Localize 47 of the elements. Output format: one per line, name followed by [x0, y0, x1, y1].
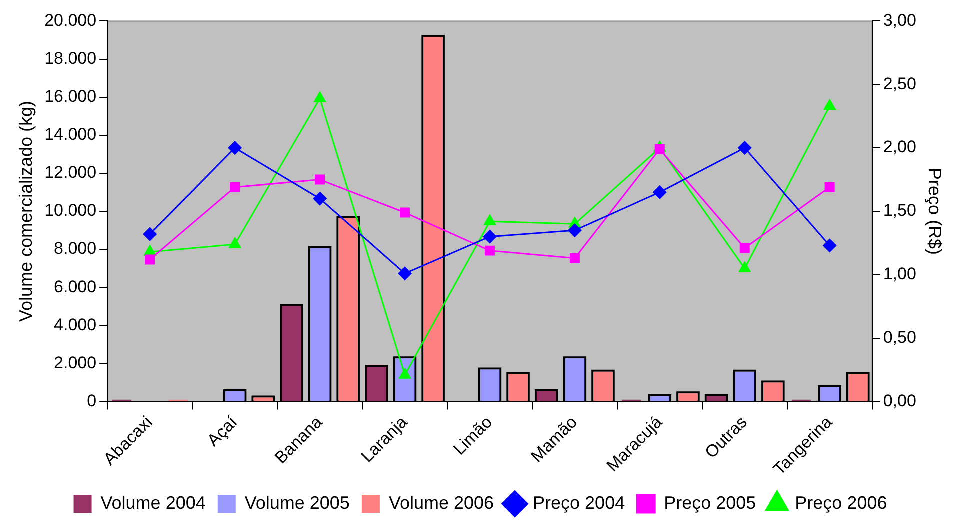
- legend-label: Preço 2006: [795, 492, 888, 513]
- y2-tick-label: 3,00: [883, 10, 916, 30]
- point: [654, 144, 665, 154]
- point: [738, 141, 752, 155]
- point: [740, 243, 750, 254]
- y-tick-label: 20.000: [44, 10, 97, 30]
- point: [823, 238, 837, 252]
- y-tick-label: 4.000: [54, 315, 97, 334]
- y2-tick-label: 2,00: [883, 138, 916, 157]
- y-tick-label: 6.000: [54, 277, 97, 296]
- point: [228, 141, 242, 155]
- y-tick-label: 0: [87, 391, 97, 410]
- y2-tick-label: 1,50: [883, 201, 916, 220]
- point: [145, 254, 156, 265]
- y-tick-label: 18.000: [44, 48, 97, 68]
- point: [400, 208, 410, 218]
- y2-tick-label: 1,00: [883, 264, 916, 284]
- point: [570, 253, 580, 264]
- legend-label: Volume 2004: [100, 492, 206, 513]
- point: [143, 228, 157, 242]
- point: [315, 174, 326, 185]
- legend-label: Volume 2006: [388, 492, 494, 513]
- y-tick-label: 8.000: [54, 239, 97, 258]
- point: [653, 186, 667, 200]
- y-tick-label: 10.000: [44, 201, 97, 220]
- point: [398, 266, 412, 280]
- point: [568, 224, 582, 238]
- point: [229, 238, 241, 248]
- point: [483, 230, 497, 244]
- legend-label: Preço 2004: [533, 492, 626, 513]
- point: [484, 214, 496, 226]
- y2-axis-title: Preço (R$): [925, 168, 946, 256]
- y2-tick-label: 2,50: [883, 74, 916, 94]
- point: [230, 182, 240, 192]
- y-axis-title: Volume comercializado (kg): [16, 100, 36, 322]
- point: [738, 262, 751, 272]
- point: [484, 246, 495, 256]
- legend-label: Volume 2005: [244, 492, 350, 513]
- y-tick-label: 12.000: [44, 163, 97, 182]
- y-tick-label: 16.000: [44, 87, 97, 106]
- point: [313, 192, 327, 206]
- y2-tick-label: 0,50: [883, 328, 916, 348]
- y-tick-label: 14.000: [44, 125, 97, 144]
- y2-tick-label: 0,00: [883, 391, 916, 410]
- y-tick-label: 2.000: [54, 353, 97, 372]
- point: [824, 182, 835, 192]
- legend-label: Preço 2005: [664, 492, 756, 513]
